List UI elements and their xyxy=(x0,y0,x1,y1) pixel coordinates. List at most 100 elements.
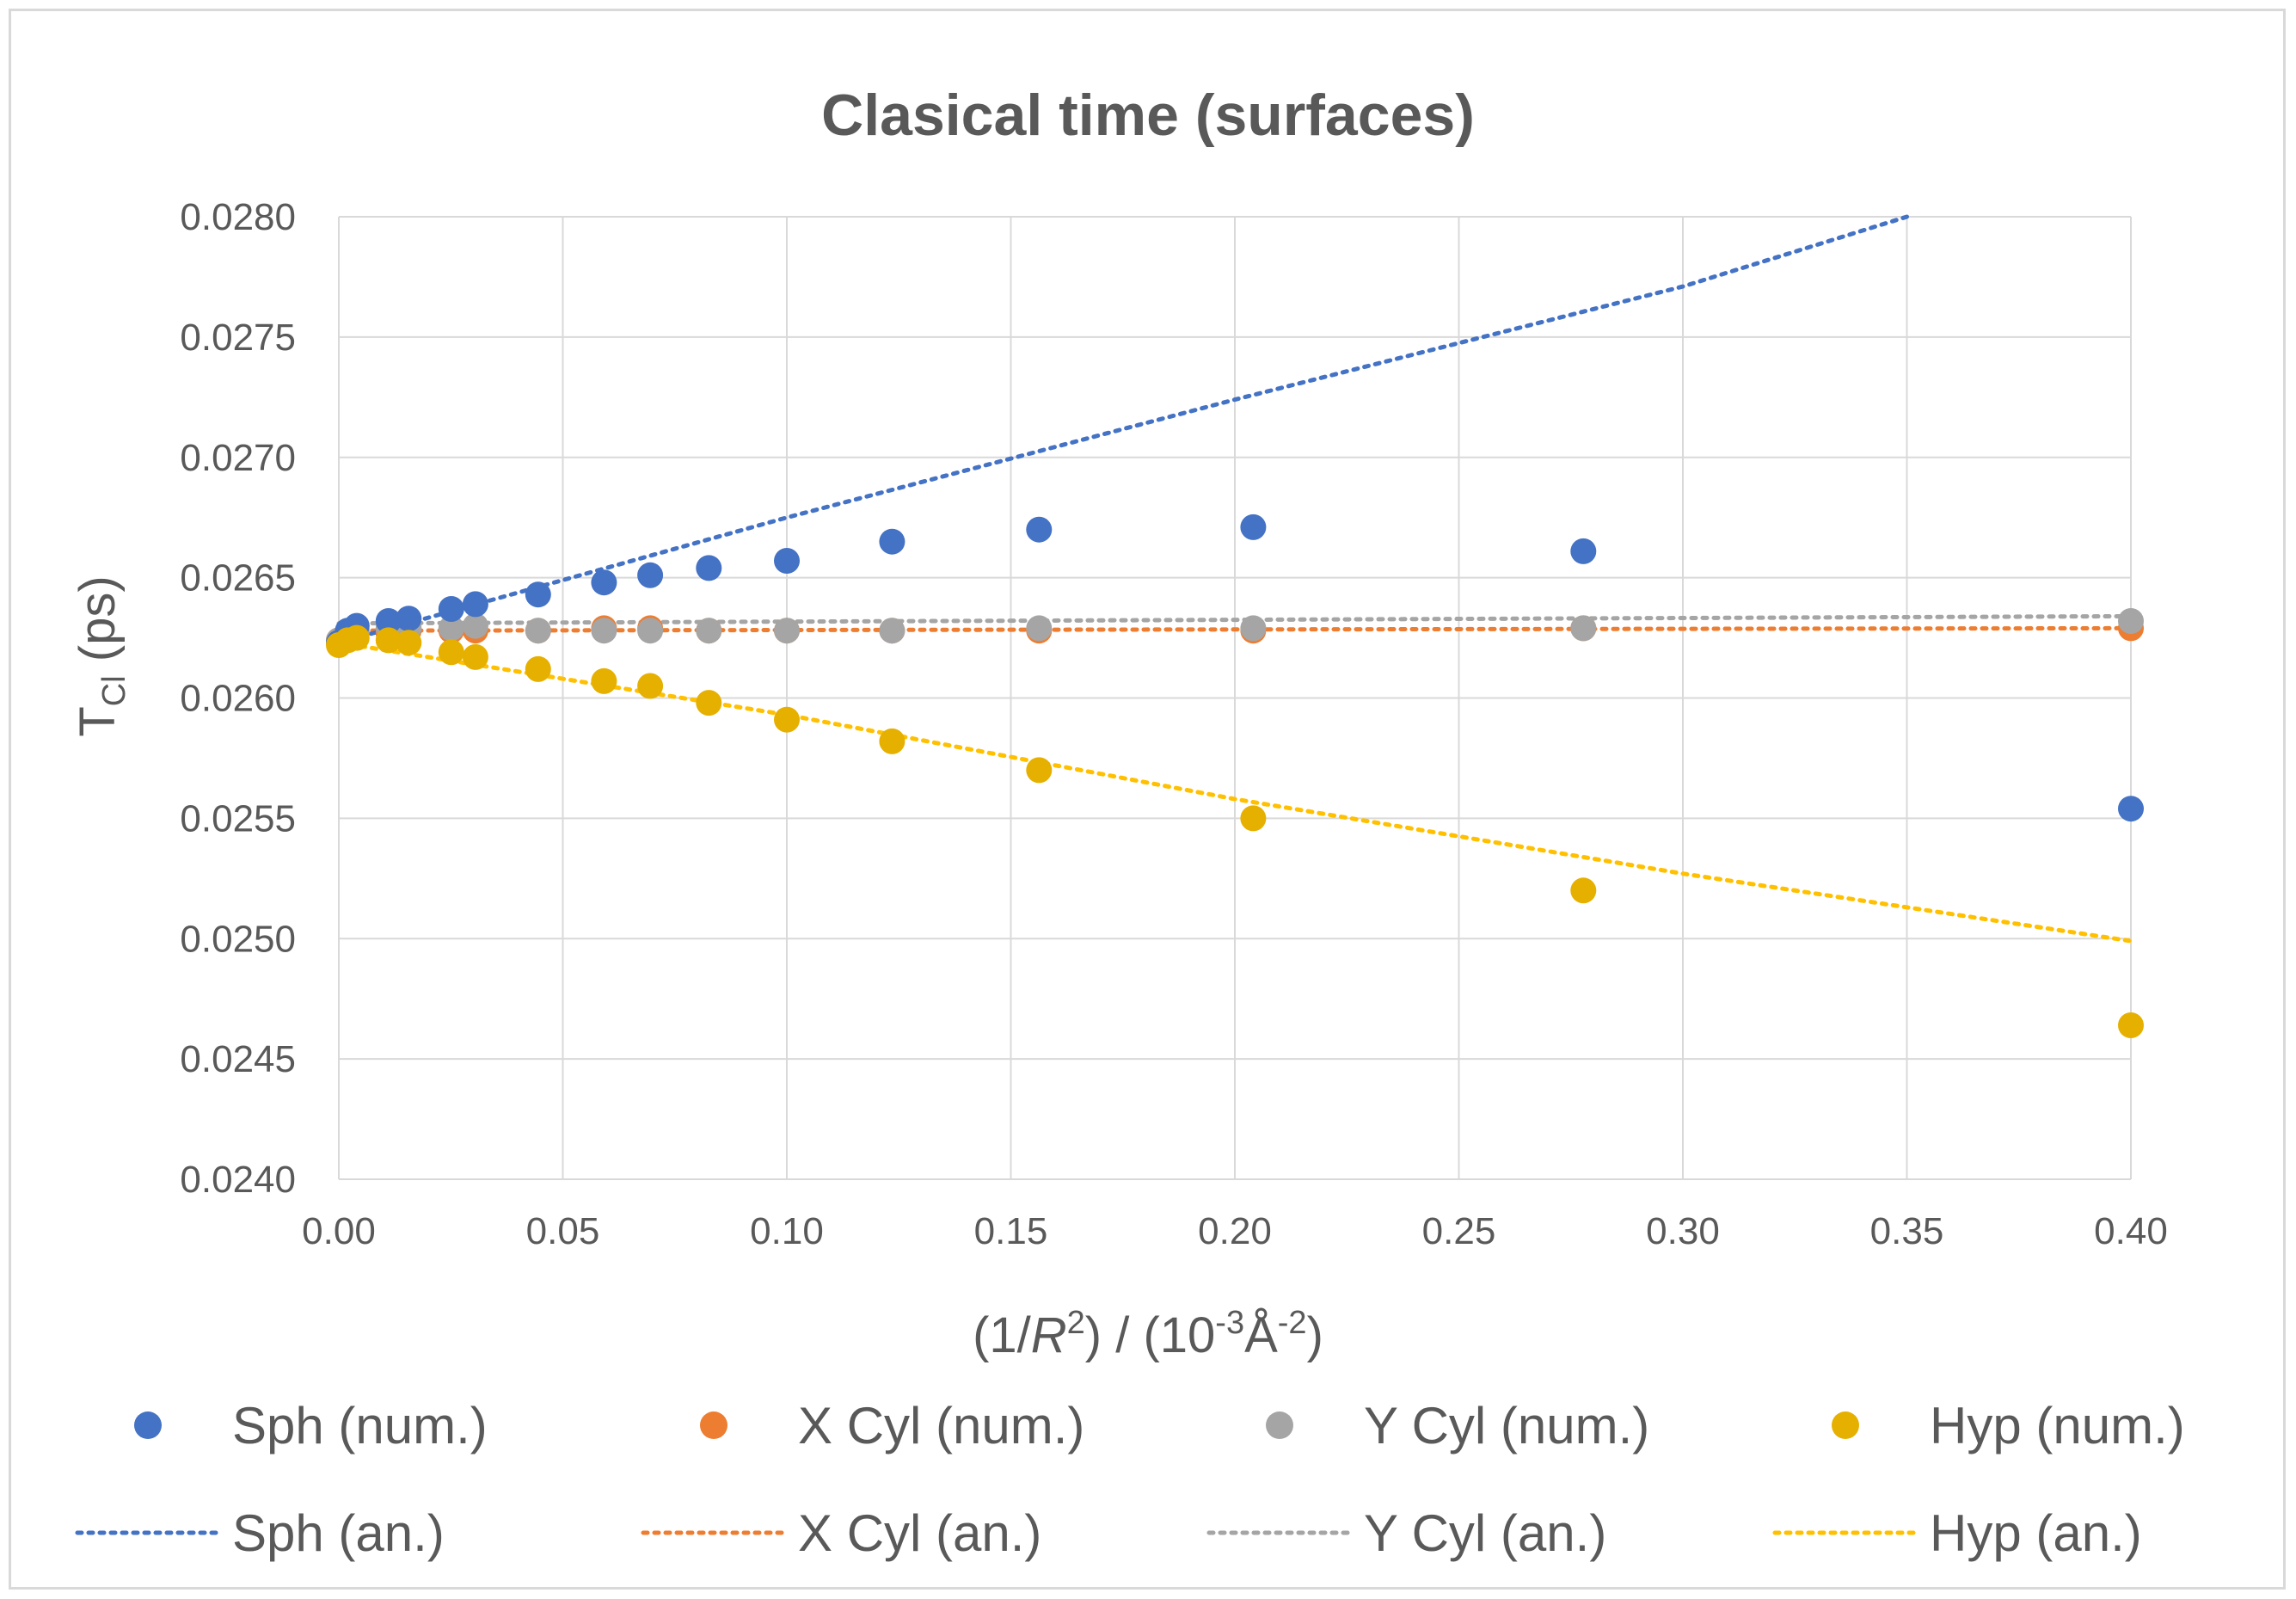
data-point-y-cyl-num xyxy=(1026,615,1053,642)
legend-marker xyxy=(1832,1411,1859,1439)
data-point-sph-num xyxy=(396,606,422,632)
data-point-hyp-num xyxy=(1240,805,1267,832)
data-point-hyp-num xyxy=(1570,877,1597,904)
y-tick-label: 0.0270 xyxy=(180,437,296,479)
data-point-sph-num xyxy=(591,569,617,596)
data-point-y-cyl-num xyxy=(637,618,664,644)
series-points xyxy=(326,514,2144,1038)
y-tick-label: 0.0280 xyxy=(180,196,296,238)
data-point-y-cyl-num xyxy=(879,618,906,644)
y-tick-label: 0.0245 xyxy=(180,1038,296,1080)
legend-label: Sph (an.) xyxy=(232,1504,445,1562)
x-tick-label: 0.30 xyxy=(1646,1210,1720,1252)
data-point-hyp-num xyxy=(462,643,488,670)
x-axis-title: (1/R2) / (10-3Å-2) xyxy=(973,1305,1323,1363)
data-point-y-cyl-num xyxy=(462,612,488,639)
y-tick-label: 0.0275 xyxy=(180,317,296,359)
data-point-hyp-num xyxy=(375,627,402,654)
data-point-sph-num xyxy=(375,608,402,634)
data-point-hyp-num xyxy=(396,630,422,656)
x-tick-label: 0.15 xyxy=(974,1210,1048,1252)
legend-item-hyp-an: Hyp (an.) xyxy=(1772,1504,2142,1562)
legend-label: Hyp (num.) xyxy=(1930,1397,2185,1454)
legend-item-x-cyl-num: X Cyl (num.) xyxy=(700,1397,1084,1454)
x-tick-label: 0.10 xyxy=(750,1210,824,1252)
data-point-sph-num xyxy=(879,528,906,555)
data-point-y-cyl-num xyxy=(525,618,551,644)
data-point-y-cyl-num xyxy=(2118,608,2144,634)
x-tick-label: 0.25 xyxy=(1422,1210,1496,1252)
data-point-sph-num xyxy=(1240,514,1267,540)
series-lines xyxy=(336,214,2133,944)
data-point-sph-num xyxy=(774,548,800,574)
data-point-sph-num xyxy=(2118,796,2144,822)
x-axis-title-var: R xyxy=(1031,1307,1067,1363)
data-point-hyp-num xyxy=(343,624,370,651)
data-point-hyp-num xyxy=(438,639,464,666)
legend-item-sph-num: Sph (num.) xyxy=(134,1397,488,1454)
y-tick-label: 0.0260 xyxy=(180,678,296,720)
y-tick-label: 0.0250 xyxy=(180,918,296,960)
data-point-sph-num xyxy=(696,555,722,581)
series-line-x-cyl-an xyxy=(336,625,2133,633)
legend-label: Y Cyl (an.) xyxy=(1364,1504,1606,1562)
data-point-hyp-num xyxy=(2118,1012,2144,1038)
legend: Sph (num.) X Cyl (num.) Y Cyl (num.) Hyp (n… xyxy=(75,1397,2185,1562)
y-axis-title-rest: (ps) xyxy=(70,575,126,675)
y-tick-label: 0.0240 xyxy=(180,1159,296,1201)
legend-item-hyp-num: Hyp (num.) xyxy=(1832,1397,2185,1454)
legend-label: Hyp (an.) xyxy=(1930,1504,2142,1562)
x-axis-title-unit: Å xyxy=(1244,1307,1278,1363)
y-tick-label: 0.0255 xyxy=(180,797,296,839)
x-tick-label: 0.40 xyxy=(2094,1210,2168,1252)
data-point-y-cyl-num xyxy=(1570,615,1597,642)
legend-label: Sph (num.) xyxy=(232,1397,488,1454)
y-axis-title: TCl (ps) xyxy=(70,575,132,736)
data-point-hyp-num xyxy=(591,667,617,694)
legend-item-y-cyl-num: Y Cyl (num.) xyxy=(1266,1397,1649,1454)
data-point-y-cyl-num xyxy=(1240,615,1267,642)
x-tick-labels: 0.00 0.05 0.10 0.15 0.20 0.25 0.30 0.35 0.40 xyxy=(302,1210,2168,1252)
x-tick-label: 0.20 xyxy=(1198,1210,1272,1252)
data-point-y-cyl-num xyxy=(438,615,464,642)
legend-marker xyxy=(700,1411,727,1439)
data-point-sph-num xyxy=(462,591,488,618)
legend-marker xyxy=(134,1411,162,1439)
data-point-y-cyl-num xyxy=(591,618,617,644)
x-tick-label: 0.00 xyxy=(302,1210,376,1252)
x-axis-title-exp2: -2 xyxy=(1278,1305,1307,1341)
data-point-sph-num xyxy=(1026,516,1053,543)
legend-item-sph-an: Sph (an.) xyxy=(75,1504,445,1562)
series-line-y-cyl-an xyxy=(336,613,2133,626)
data-point-hyp-num xyxy=(1026,757,1053,784)
chart-title: Clasical time (surfaces) xyxy=(821,83,1475,148)
data-point-hyp-num xyxy=(525,655,551,682)
legend-item-x-cyl-an: X Cyl (an.) xyxy=(641,1504,1041,1562)
x-axis-title-open: (1/ xyxy=(973,1307,1032,1363)
data-point-hyp-num xyxy=(774,706,800,733)
x-axis-title-exp: -3 xyxy=(1215,1305,1244,1341)
y-axis-title-base: T xyxy=(70,706,126,736)
data-point-hyp-num xyxy=(637,673,664,699)
legend-label: Y Cyl (num.) xyxy=(1364,1397,1649,1454)
data-point-hyp-num xyxy=(696,690,722,716)
data-point-sph-num xyxy=(1570,538,1597,564)
x-tick-label: 0.05 xyxy=(526,1210,600,1252)
x-tick-label: 0.35 xyxy=(1870,1210,1944,1252)
series-line-sph-an xyxy=(336,214,1909,645)
series-line-hyp-an xyxy=(336,640,2133,944)
data-point-sph-num xyxy=(525,581,551,608)
x-axis-title-mid: ) / (10 xyxy=(1085,1307,1216,1363)
legend-label: X Cyl (an.) xyxy=(798,1504,1041,1562)
data-point-sph-num xyxy=(438,596,464,622)
y-tick-labels: 0.0240 0.0245 0.0250 0.0255 0.0260 0.0265 0.02… xyxy=(180,196,296,1201)
data-point-y-cyl-num xyxy=(774,618,800,644)
gridlines xyxy=(338,216,2132,1180)
legend-item-y-cyl-an: Y Cyl (an.) xyxy=(1206,1504,1606,1562)
data-point-y-cyl-num xyxy=(696,618,722,644)
y-tick-label: 0.0265 xyxy=(180,557,296,600)
legend-marker xyxy=(1266,1411,1293,1439)
data-point-sph-num xyxy=(637,562,664,588)
data-point-hyp-num xyxy=(879,728,906,754)
